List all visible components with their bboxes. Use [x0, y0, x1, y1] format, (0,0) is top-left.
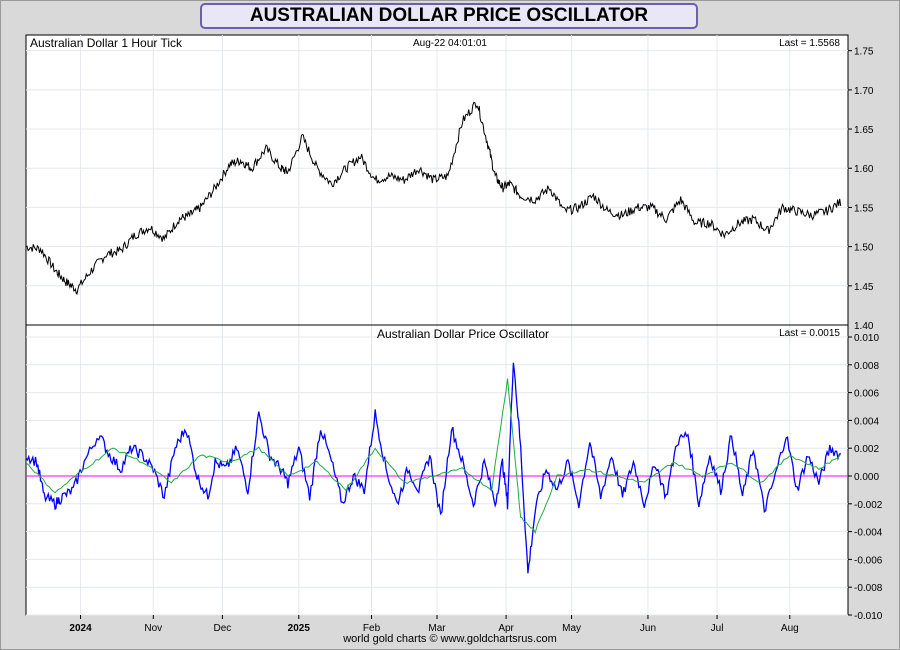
osc-y-tick-label: -0.006: [854, 555, 883, 566]
x-tick-label: 2025: [288, 623, 311, 634]
x-tick-label: 2024: [69, 623, 92, 634]
x-tick-label: Feb: [363, 623, 381, 634]
footer-credit: world gold charts © www.goldchartsrus.co…: [343, 633, 557, 645]
price-panel: [25, 101, 842, 296]
osc-y-tick-label: 0.004: [854, 416, 879, 427]
oscillator-signal-line: [25, 378, 842, 535]
oscillator-last-value: Last = 0.0015: [779, 328, 840, 339]
price-y-tick-label: 1.55: [854, 203, 874, 214]
price-y-tick-label: 1.50: [854, 243, 874, 254]
osc-y-tick-label: -0.002: [854, 500, 883, 511]
chart-title: AUSTRALIAN DOLLAR PRICE OSCILLATOR: [200, 3, 698, 29]
x-tick-label: Jul: [711, 623, 724, 634]
osc-y-tick-label: 0.006: [854, 389, 879, 400]
x-tick-label: Mar: [428, 623, 446, 634]
price-y-tick-label: 1.45: [854, 282, 874, 293]
osc-y-tick-label: 0.008: [854, 361, 879, 372]
oscillator-panel: [25, 362, 848, 574]
x-tick-label: Nov: [144, 623, 162, 634]
oscillator-line: [25, 362, 842, 574]
price-last-value: Last = 1.5568: [779, 38, 840, 49]
osc-y-tick-label: 0.000: [854, 472, 879, 483]
x-tick-label: May: [562, 623, 581, 634]
price-y-tick-label: 1.40: [854, 321, 874, 332]
x-tick-label: Apr: [498, 623, 514, 634]
x-tick-label: Dec: [214, 623, 232, 634]
x-tick-label: Aug: [781, 623, 799, 634]
osc-y-tick-label: -0.004: [854, 528, 883, 539]
price-y-tick-label: 1.60: [854, 164, 874, 175]
osc-y-tick-label: -0.010: [854, 611, 883, 622]
price-y-tick-label: 1.75: [854, 47, 874, 58]
price-y-tick-label: 1.65: [854, 125, 874, 136]
axis-layer: 2024 Nov Dec 2025 Feb Mar Apr May Jun Jul Aug 1.45 1…: [69, 47, 882, 634]
osc-y-tick-label: 0.010: [854, 333, 879, 344]
x-tick-label: Jun: [640, 623, 656, 634]
price-panel-label: Australian Dollar 1 Hour Tick: [30, 36, 183, 50]
price-timestamp: Aug-22 04:01:01: [413, 38, 487, 49]
price-line: [25, 101, 842, 296]
osc-y-tick-label: -0.008: [854, 583, 883, 594]
price-y-tick-label: 1.70: [854, 86, 874, 97]
osc-y-tick-label: 0.002: [854, 444, 879, 455]
oscillator-panel-label: Australian Dollar Price Oscillator: [377, 327, 549, 341]
